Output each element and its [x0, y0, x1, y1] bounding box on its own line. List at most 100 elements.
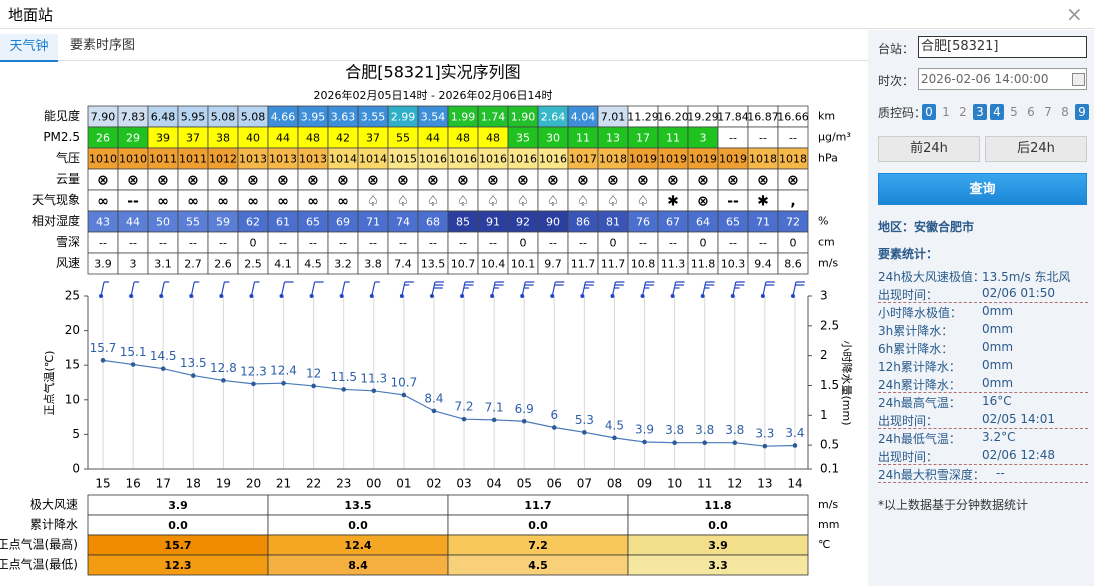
qc-code[interactable]: 4	[990, 104, 1004, 120]
cell-text: 1010	[89, 153, 117, 166]
cell-text: 1011	[149, 153, 177, 166]
stat-value: 0mm	[982, 304, 1014, 318]
cell-text: 1012	[209, 153, 237, 166]
wind-barb	[401, 281, 414, 297]
cell-text: --	[309, 237, 317, 250]
cell-text: 3.8	[364, 258, 382, 271]
cell-text: 16.87	[747, 111, 779, 124]
point	[732, 440, 738, 446]
cell-text: 1010	[119, 153, 147, 166]
qc-code[interactable]: 1	[942, 105, 950, 119]
cell-text: --	[127, 194, 139, 210]
close-button[interactable]: ×	[1066, 2, 1083, 26]
row-label: 能见度	[44, 108, 80, 123]
wind-barb-base	[790, 294, 795, 298]
cell-text: ♤	[517, 194, 530, 210]
y-tick-label: 25	[65, 289, 80, 303]
cell-text: ⊗	[187, 173, 199, 189]
chart-subtitle: 2026年02月05日14时 - 2026年02月06日14时	[314, 88, 553, 102]
stat-label: 出现时间：	[878, 288, 939, 302]
qc-code[interactable]: 5	[1010, 105, 1018, 119]
cell-text: 8.4	[348, 559, 368, 572]
data-label: 14.5	[150, 349, 177, 363]
cell-text: ⊗	[307, 173, 319, 189]
wind-barb-base	[550, 294, 555, 298]
row-unit: %	[818, 215, 828, 228]
wind-barb	[220, 281, 230, 297]
tab-active[interactable]: 天气钟	[0, 34, 58, 62]
qc-code[interactable]: 2	[959, 105, 967, 119]
point	[521, 418, 527, 424]
cell-text: ♤	[577, 194, 590, 210]
cell-text: 9.4	[754, 258, 772, 271]
cell-text: --	[279, 237, 287, 250]
cell	[627, 554, 809, 576]
cell-text: 2.7	[184, 258, 202, 271]
row-label: 风速	[56, 256, 80, 270]
data-label: 10.7	[391, 375, 418, 389]
cell-text: 10.7	[451, 258, 476, 271]
cell-text: 37	[366, 132, 380, 145]
qc-code[interactable]: 8	[1061, 105, 1069, 119]
point	[311, 383, 316, 389]
wind-barb-base	[610, 294, 615, 298]
stat-value: 02/05 14:01	[982, 412, 1055, 426]
cell-text: 65	[306, 216, 320, 229]
x-tick-label: 22	[306, 477, 321, 491]
cell-text: ♤	[367, 194, 380, 210]
cell-text: 64	[696, 216, 710, 229]
cell-text: --	[369, 237, 377, 250]
qc-code[interactable]: 0	[922, 104, 936, 120]
row-label: 气压	[56, 150, 80, 165]
cell-text: 48	[456, 132, 470, 145]
query-button[interactable]: 查询	[878, 173, 1087, 205]
cell-text: 62	[246, 216, 260, 229]
cell-text: 1016	[479, 153, 507, 166]
cell	[777, 252, 809, 275]
point	[130, 362, 136, 367]
cell-text: ,	[790, 194, 795, 210]
cell-text: 0	[790, 237, 797, 250]
cell-text: 55	[396, 132, 410, 145]
wind-barb	[762, 281, 775, 297]
qc-code[interactable]: 9	[1075, 104, 1089, 120]
wind-barb	[581, 281, 595, 297]
cell-text: 74	[396, 216, 410, 229]
cell-text: ∞	[277, 194, 289, 210]
calendar-icon[interactable]	[1072, 73, 1085, 86]
wind-barb-base	[399, 294, 404, 298]
cell-text: 7.4	[394, 258, 412, 271]
wind-barb	[100, 281, 110, 297]
cell-text: --	[759, 237, 767, 250]
next-button[interactable]: 后24h	[985, 136, 1087, 162]
qc-code[interactable]: 3	[973, 104, 987, 120]
cell-text: 3.3	[708, 559, 728, 572]
wind-barb-base	[640, 294, 645, 298]
qc-code[interactable]: 6	[1027, 105, 1035, 119]
x-tick-label: 12	[727, 477, 742, 491]
y2-tick-label: 2	[820, 348, 828, 362]
x-tick-label: 14	[787, 477, 802, 491]
stat-label: 6h累计降水：	[878, 342, 954, 356]
time-input[interactable]: 2026-02-06 14:00:00	[918, 68, 1087, 90]
wind-barb	[491, 281, 505, 297]
wind-barb	[160, 281, 170, 297]
stats-title: 要素统计：	[878, 247, 939, 261]
stat-value: 0mm	[982, 340, 1014, 354]
cell-text: 4.5	[304, 258, 322, 271]
station-input[interactable]: 合肥[58321]	[918, 36, 1087, 58]
data-label: 12.3	[240, 364, 267, 378]
x-tick-label: 07	[577, 477, 592, 491]
cell-text: 7.90	[91, 111, 116, 124]
tab[interactable]: 要素时序图	[70, 38, 136, 53]
cell-text: 44	[426, 132, 440, 145]
divider	[878, 482, 1088, 483]
stat-value: 13.5m/s 东北风	[982, 270, 1071, 284]
stat-value: 16°C	[982, 394, 1012, 408]
cell-text: 2.64	[541, 111, 566, 124]
cell-text: ⊗	[697, 194, 709, 210]
qc-code[interactable]: 7	[1044, 105, 1052, 119]
cell-text: 0.0	[168, 519, 188, 532]
cell-text: 5.08	[211, 111, 236, 124]
prev-button[interactable]: 前24h	[878, 136, 980, 162]
